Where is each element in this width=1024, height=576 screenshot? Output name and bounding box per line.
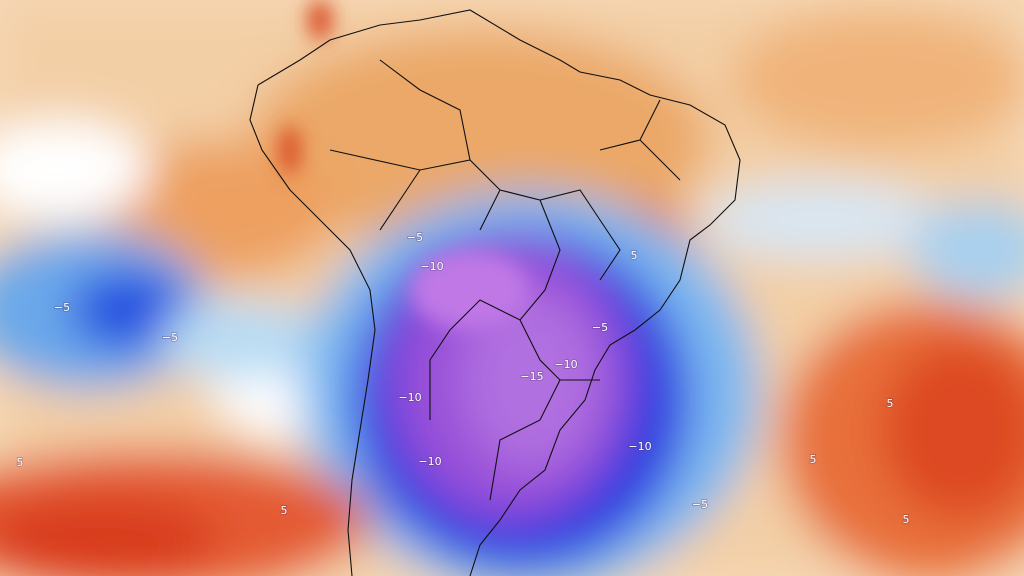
contour-label: −5 [692,498,708,511]
contour-label: 5 [281,504,288,517]
borders [249,9,741,576]
contour-label: 5 [631,249,638,262]
contour-label: −5 [54,301,70,314]
contour-label: −10 [420,260,443,273]
contour-label: 5 [17,456,24,469]
contour-labels: −5 −10 5 −5 −5 −5 −10 −15 −10 −10 −10 5 −5 5 5 5 5 [16,230,911,527]
contour-label: 5 [903,513,910,526]
west-coast [249,84,376,576]
contour-label: −10 [554,358,577,371]
contour-label: 5 [887,397,894,410]
contour-label: −10 [398,391,421,404]
contour-label: 5 [810,453,817,466]
contour-label: −5 [407,231,423,244]
contour-label: −15 [520,370,543,383]
contour-label: −5 [162,331,178,344]
contour-label: −5 [592,321,608,334]
contour-label: −10 [628,440,651,453]
contour-label: −10 [418,455,441,468]
east-coast [257,9,741,576]
country-borders [329,59,681,501]
